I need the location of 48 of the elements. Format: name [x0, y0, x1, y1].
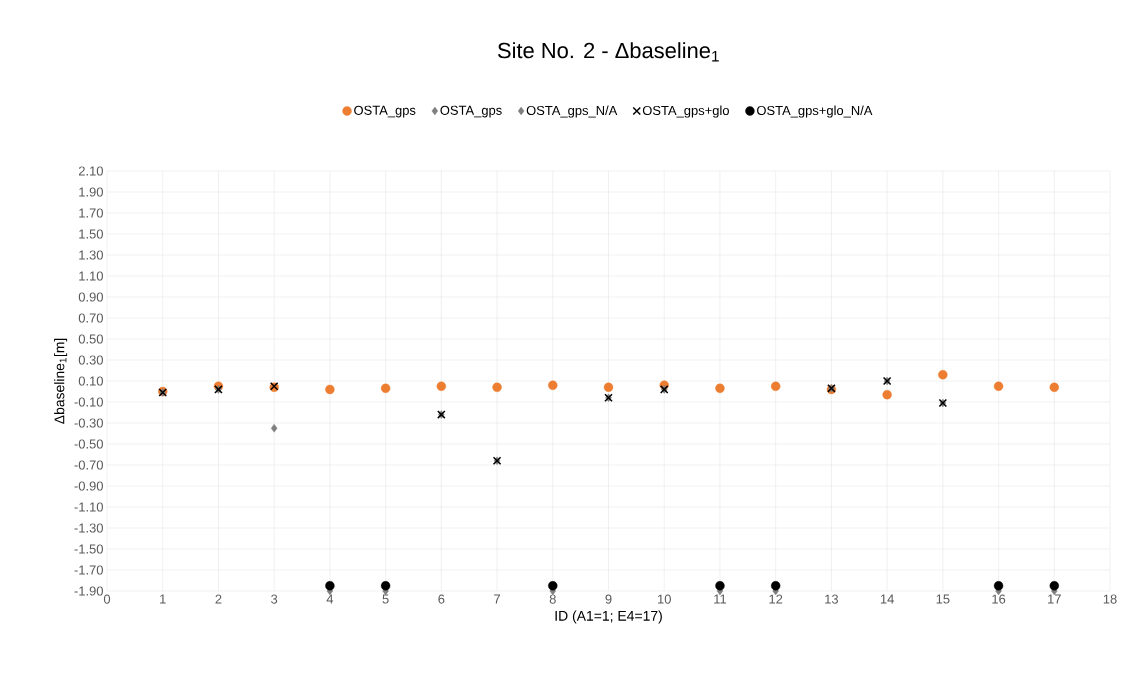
x-tick-label: 12	[769, 594, 783, 604]
y-tick-label: -1.50	[74, 544, 103, 554]
y-tick-label: -1.10	[74, 502, 103, 512]
x-tick-label: 7	[494, 594, 501, 604]
y-tick-label: 1.90	[79, 187, 103, 197]
x-tick-label: 9	[605, 594, 612, 604]
legend-label: OSTA_gps_N/A	[526, 105, 618, 118]
x-tick-label: 11	[714, 594, 727, 604]
legend-label: OSTA_gps	[354, 105, 416, 118]
y-tick-label: -0.10	[74, 397, 103, 407]
y-tick-label: 1.50	[79, 229, 103, 239]
x-tick-label: 13	[825, 594, 839, 604]
y-tick-label: -0.30	[74, 418, 103, 428]
y-tick-label: -1.30	[74, 523, 103, 533]
y-tick-label: 2.10	[78, 166, 103, 176]
x-tick-label: 6	[438, 594, 445, 604]
x-tick-label: 17	[1048, 594, 1061, 604]
y-tick-label: -1.70	[74, 565, 103, 575]
y-tick-label: -0.90	[74, 481, 103, 491]
y-tick-label: -1.90	[74, 586, 103, 596]
x-tick-label: 14	[880, 594, 894, 604]
y-tick-label: 0.90	[78, 292, 103, 302]
y-tick-label: 1.10	[79, 271, 103, 281]
legend-label: OSTA_gps+glo	[642, 105, 729, 118]
y-tick-label: 0.10	[78, 376, 103, 386]
y-tick-label: 0.70	[78, 313, 103, 323]
y-tick-label: 1.30	[79, 250, 103, 260]
x-tick-label: 0	[103, 594, 111, 604]
x-tick-label: 5	[382, 594, 389, 604]
x-tick-label: 18	[1103, 594, 1117, 604]
chart-title: Site No. 2 - Δbaseline$_{1}$	[497, 42, 719, 62]
x-tick-label: 3	[271, 594, 278, 604]
y-tick-label: -0.70	[74, 460, 103, 470]
legend-label: OSTA_gps	[440, 105, 502, 118]
y-tick-label: 0.50	[78, 334, 103, 344]
y-tick-label: 1.70	[79, 208, 103, 218]
x-tick-label: 10	[658, 594, 671, 604]
y-axis-title: Δbaseline$_{1}$[m]	[54, 338, 68, 424]
x-tick-label: 1	[160, 594, 166, 604]
x-tick-label: 16	[992, 594, 1006, 604]
y-tick-label: -0.50	[74, 439, 103, 449]
x-tick-label: 2	[215, 594, 222, 604]
y-tick-label: 0.30	[78, 355, 103, 365]
legend-label: OSTA_gps+glo_N/A	[757, 105, 873, 118]
x-tick-label: 8	[549, 594, 556, 604]
x-tick-label: 15	[936, 594, 950, 604]
x-tick-label: 4	[326, 594, 334, 604]
x-axis-title: ID (A1=1; E4=17)	[555, 610, 662, 624]
